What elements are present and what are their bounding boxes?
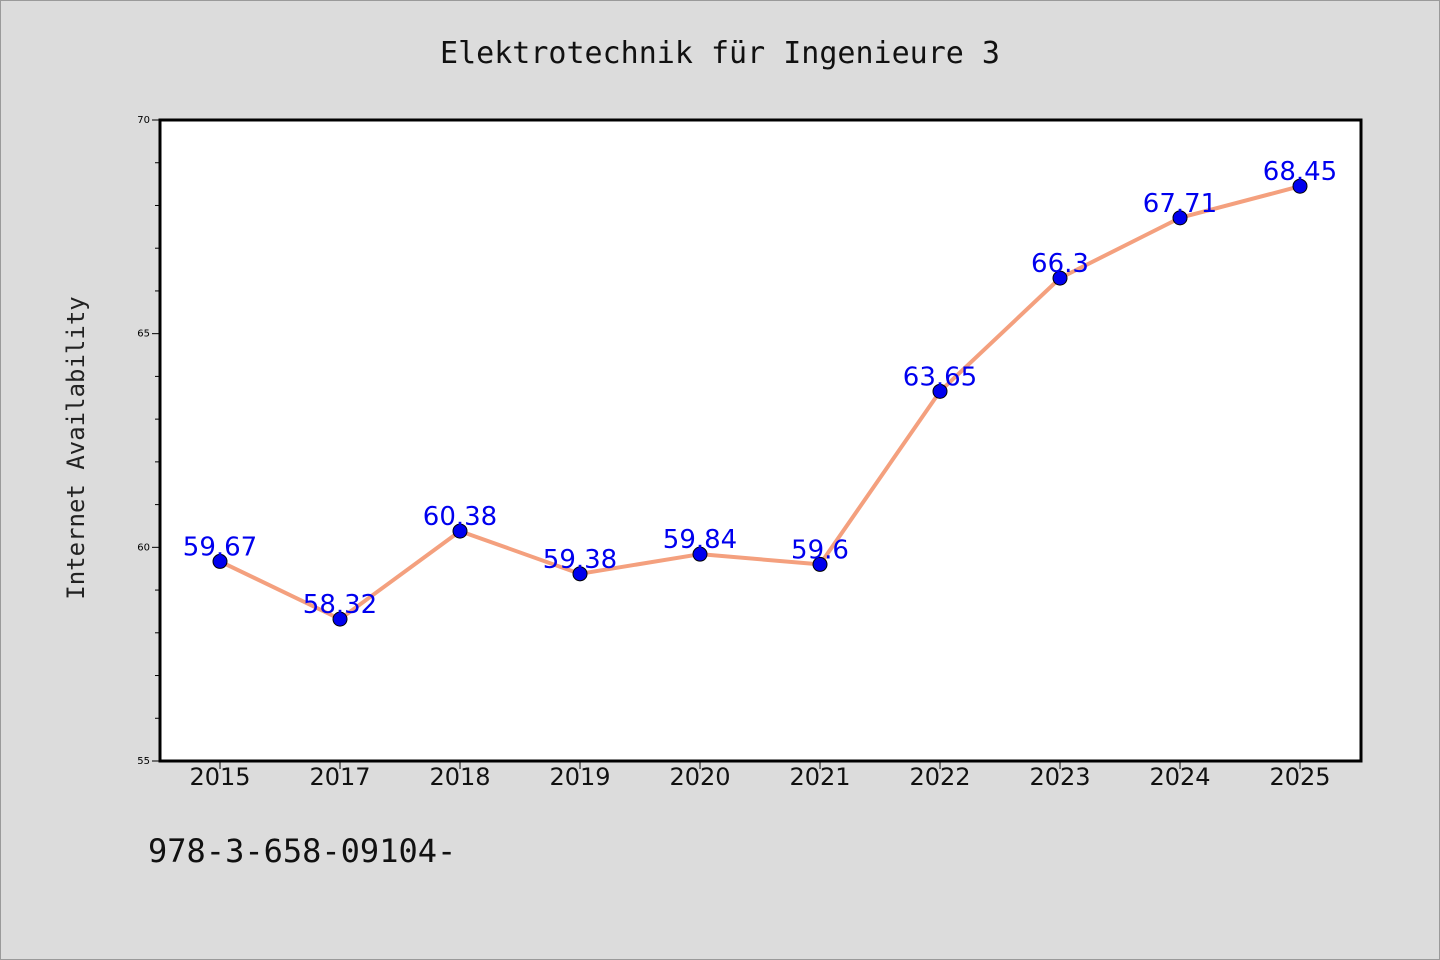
data-label: 59.38	[543, 545, 617, 575]
data-labels: 59.67 58.32 60.38 59.38 59.84 59.6 63.65 66.3 67…	[183, 157, 1337, 620]
data-point	[932, 383, 948, 399]
x-tick-label: 2019	[549, 763, 610, 791]
data-point	[1292, 178, 1308, 194]
data-point	[212, 553, 228, 569]
series-line	[218, 184, 1302, 622]
data-label: 63.65	[903, 362, 977, 392]
x-tick-label: 2020	[669, 763, 730, 791]
data-point	[452, 523, 468, 539]
data-point	[692, 546, 708, 562]
data-label: 59.67	[183, 532, 257, 562]
data-point	[812, 556, 828, 572]
y-tick-label: 55	[137, 756, 150, 767]
isbn-text: 978-3-658-09104-	[148, 832, 457, 870]
x-tick-label: 2022	[909, 763, 970, 791]
x-tick-label: 2021	[789, 763, 850, 791]
x-tick-label: 2017	[309, 763, 370, 791]
y-tick-label: 70	[137, 115, 150, 126]
series-line-group	[218, 184, 1302, 622]
data-markers	[212, 178, 1308, 627]
x-tick-label: 2023	[1029, 763, 1090, 791]
y-tick-label: 65	[137, 329, 150, 340]
y-axis: 55 60 65 70	[137, 115, 160, 767]
data-point	[1172, 210, 1188, 226]
data-point	[1052, 270, 1068, 286]
data-label: 58.32	[303, 590, 377, 620]
x-axis: 2015 2017 2018 2019 2020 2021 2022 2023 2024 2025	[189, 761, 1331, 791]
data-point	[572, 566, 588, 582]
chart-title: Elektrotechnik für Ingenieure 3	[440, 36, 1000, 71]
data-point	[332, 611, 348, 627]
x-tick-label: 2015	[189, 763, 250, 791]
x-tick-label: 2018	[429, 763, 490, 791]
y-tick-label: 60	[137, 542, 150, 553]
data-label: 60.38	[423, 502, 497, 532]
y-axis-label: Internet Availability	[62, 296, 90, 599]
data-label: 59.84	[663, 525, 737, 555]
data-label: 59.6	[791, 535, 849, 565]
data-label: 68.45	[1263, 157, 1337, 187]
data-label: 67.71	[1143, 189, 1217, 219]
data-label: 66.3	[1031, 249, 1089, 279]
x-tick-label: 2024	[1149, 763, 1210, 791]
x-tick-label: 2025	[1269, 763, 1330, 791]
